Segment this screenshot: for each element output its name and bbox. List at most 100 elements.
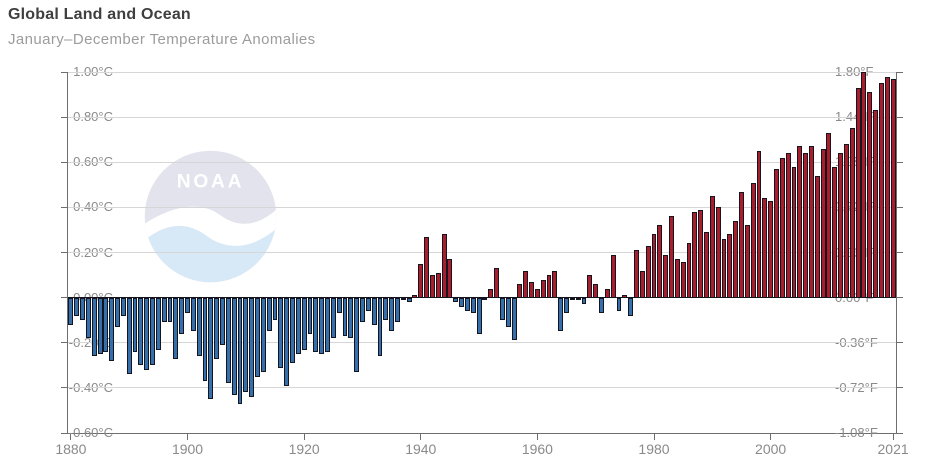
y-tick-right-0.00°F: [897, 297, 903, 299]
x-tick-2021: [892, 434, 894, 440]
bar-2018: [873, 110, 879, 298]
bar-1947: [459, 297, 465, 307]
y-tick-left--0.60°C: [61, 432, 67, 434]
bar-1894: [150, 297, 155, 366]
bar-1913: [260, 297, 266, 373]
bar-1892: [138, 297, 144, 366]
y-tick-left--0.40°C: [61, 387, 67, 389]
bar-1963: [552, 270, 558, 298]
gridline-0.40°C: [68, 206, 896, 208]
bar-1908: [231, 297, 237, 395]
bar-1933: [377, 297, 383, 357]
y-tick-right-0.36°F: [897, 252, 903, 253]
bar-1998: [756, 150, 762, 298]
bar-1971: [599, 297, 604, 314]
y-tick-right-0.72°F: [897, 206, 903, 208]
bar-1886: [103, 297, 109, 352]
bar-1959: [529, 281, 534, 298]
x-axis-label-1880: 1880: [55, 441, 87, 457]
bar-1958: [523, 270, 529, 298]
bar-1920: [301, 297, 307, 350]
bar-2017: [867, 92, 873, 298]
bar-1992: [721, 238, 727, 298]
x-tick-1960: [536, 434, 538, 440]
bar-1991: [715, 207, 721, 298]
bar-2019: [878, 83, 884, 298]
bar-1938: [406, 297, 412, 303]
gridline-1.00°C: [68, 71, 896, 73]
x-tick-1920: [303, 434, 305, 440]
bar-1951: [482, 297, 488, 300]
bar-1895: [155, 297, 161, 350]
noaa-logo-text: NOAA: [177, 172, 244, 193]
bar-1965: [564, 297, 569, 314]
bar-1889: [120, 297, 126, 316]
bar-1939: [412, 295, 418, 298]
x-axis-label-1940: 1940: [405, 441, 437, 457]
bar-2021: [890, 78, 896, 298]
noaa-seagull-icon: NOAA: [144, 150, 277, 283]
x-tick-1940: [420, 434, 422, 440]
bar-2004: [791, 166, 797, 298]
bar-1990: [709, 196, 715, 298]
bar-1884: [91, 297, 97, 357]
bar-2001: [774, 169, 779, 298]
bar-1977: [634, 250, 639, 298]
gridline-0.20°C: [68, 252, 896, 253]
chart-title: Global Land and Ocean: [8, 6, 191, 23]
bar-1987: [692, 211, 698, 298]
bar-1907: [225, 297, 231, 384]
bar-1899: [179, 297, 185, 334]
bar-1952: [488, 288, 494, 298]
bar-1883: [85, 297, 91, 339]
bar-2007: [809, 146, 814, 298]
y-tick-left-0.60°C: [61, 161, 67, 163]
bar-1893: [144, 297, 150, 370]
bar-1914: [266, 297, 272, 332]
bar-1890: [126, 297, 132, 375]
bar-1970: [593, 284, 599, 298]
bar-1957: [517, 284, 523, 298]
bar-1935: [389, 297, 395, 332]
y-tick-left-1.00°C: [61, 71, 67, 73]
bar-2008: [814, 175, 820, 298]
bar-1898: [173, 297, 179, 359]
bar-1936: [395, 297, 400, 323]
bar-1989: [704, 232, 709, 298]
y-tick-left-0.40°C: [61, 206, 67, 208]
x-tick-1980: [653, 434, 655, 440]
bar-1954: [499, 297, 505, 321]
bar-1926: [336, 297, 342, 314]
bar-1986: [686, 243, 692, 298]
bar-2005: [797, 146, 803, 298]
bar-1993: [727, 234, 733, 298]
bar-1946: [453, 297, 459, 303]
bar-1945: [447, 259, 453, 298]
x-axis-label-2000: 2000: [755, 441, 787, 457]
y-axis-label-fahrenheit: -1.08°F: [835, 425, 878, 440]
bar-2006: [803, 153, 809, 298]
bar-2015: [855, 87, 861, 298]
bar-1984: [674, 259, 680, 298]
bar-1905: [214, 297, 220, 359]
bar-1917: [284, 297, 290, 386]
x-tick-1880: [70, 434, 72, 440]
y-tick-left--0.20°C: [61, 342, 67, 344]
bar-1922: [313, 297, 319, 352]
bar-1927: [342, 297, 348, 336]
zero-baseline: [68, 297, 896, 299]
bar-1930: [360, 297, 365, 323]
bar-1912: [255, 297, 260, 377]
bar-2011: [832, 166, 838, 298]
bar-1904: [208, 297, 214, 400]
bar-2014: [849, 128, 855, 298]
bar-1941: [424, 236, 430, 298]
bar-1924: [325, 297, 330, 352]
bar-1973: [610, 254, 616, 298]
bar-1919: [295, 297, 301, 355]
bar-1909: [237, 297, 243, 404]
y-tick-right--0.36°F: [897, 342, 903, 344]
bar-1887: [109, 297, 115, 361]
bar-1967: [575, 297, 581, 300]
bar-2009: [820, 148, 826, 298]
